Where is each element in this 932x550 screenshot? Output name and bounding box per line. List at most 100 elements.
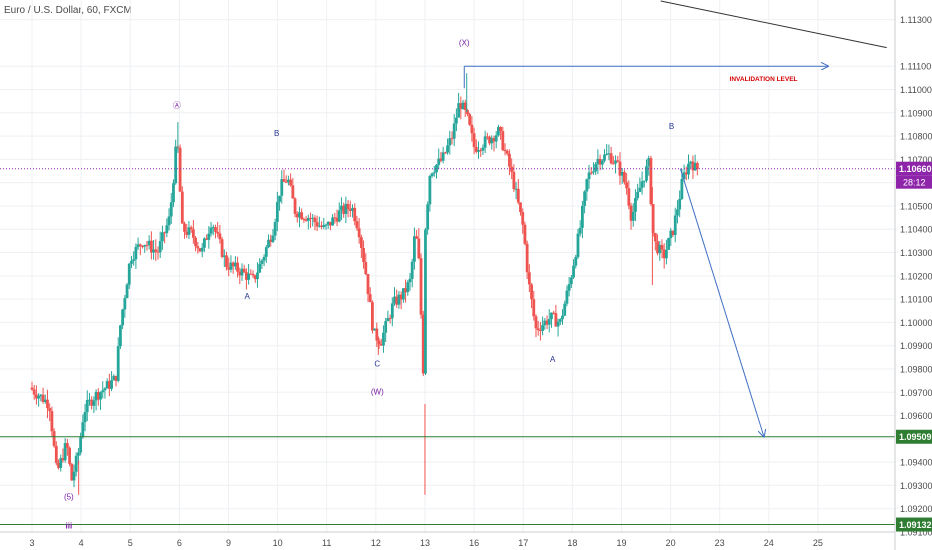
candle-body [362, 247, 365, 263]
candle-body [57, 462, 60, 468]
candle-body [488, 136, 491, 144]
candle-body [216, 231, 220, 234]
candle-body [497, 127, 500, 136]
candle-body [154, 249, 158, 252]
wave-label: Ⓐ [173, 101, 181, 110]
candle-body [558, 319, 562, 322]
candle-body [136, 244, 140, 247]
y-tick-label: 1.09800 [900, 364, 932, 374]
x-tick-label: 20 [666, 538, 676, 548]
candle-body [267, 239, 270, 248]
candle-body [311, 217, 315, 219]
y-tick-label: 1.11000 [900, 85, 932, 95]
candle-body [530, 284, 533, 300]
candle-body [521, 212, 525, 225]
x-tick-label: 13 [420, 538, 430, 548]
y-tick-label: 1.10100 [900, 295, 932, 305]
candle-body [351, 207, 354, 211]
candle-body [357, 228, 361, 238]
candle-body [222, 255, 226, 257]
candle-body [359, 237, 363, 248]
candle-body [532, 299, 536, 317]
y-tick-label: 1.09900 [900, 341, 932, 351]
candle-body [450, 138, 454, 140]
candle-body [287, 179, 290, 183]
candle-body [180, 191, 184, 224]
candle-body [68, 447, 71, 464]
candle-body [256, 272, 259, 280]
x-tick-label: 16 [469, 538, 479, 548]
candle-body [189, 227, 193, 230]
candle-body [397, 294, 401, 305]
wave-label: B [669, 122, 674, 131]
support-1-tag [896, 429, 932, 444]
candle-body [112, 375, 116, 381]
candle-body [446, 145, 449, 153]
candle-body [682, 172, 686, 180]
candle-body [298, 212, 301, 218]
candle-body [382, 332, 385, 346]
candle-body [238, 271, 242, 276]
candle-body [455, 117, 458, 124]
candle-body [689, 161, 693, 164]
candle-body [576, 233, 580, 258]
candle-body [335, 217, 339, 222]
candle-body [320, 225, 323, 227]
candle-body [355, 221, 359, 229]
candle-body [138, 244, 142, 246]
candle-body [282, 179, 286, 182]
candle-body [669, 230, 673, 239]
candle-body [145, 244, 149, 246]
wave-label: (5) [64, 492, 74, 501]
candle-body [183, 223, 186, 232]
candle-body [253, 275, 257, 280]
candle-body [432, 172, 436, 174]
candle-body [134, 246, 138, 260]
candle-body [448, 138, 452, 146]
candle-body [477, 150, 480, 152]
support-1-tag-label: 1.09509 [899, 432, 932, 442]
candle-body [485, 136, 489, 138]
candle-body [37, 396, 41, 399]
candle-body [143, 244, 147, 247]
candle-body [304, 219, 308, 221]
candle-body [114, 375, 118, 381]
candle-body [85, 400, 89, 413]
candle-body [503, 149, 507, 151]
candle-body [340, 205, 343, 211]
candle-body [74, 455, 78, 472]
candle-body [101, 390, 105, 393]
x-tick-label: 9 [226, 538, 231, 548]
candle-body [410, 261, 414, 279]
candle-body [457, 103, 461, 118]
candle-body [543, 320, 547, 326]
candle-body [229, 262, 233, 270]
candle-body [673, 215, 677, 236]
candle-body [592, 171, 595, 173]
candle-body [413, 236, 416, 262]
candle-body [466, 109, 469, 115]
candle-body [322, 225, 326, 227]
candle-body [43, 399, 47, 403]
candle-body [589, 172, 593, 174]
candle-body [572, 265, 575, 278]
candle-body [523, 224, 527, 244]
candle-body [399, 294, 403, 300]
x-tick-label: 4 [79, 538, 84, 548]
candle-body [578, 227, 582, 234]
candle-body [550, 312, 553, 320]
candle-body [264, 247, 268, 257]
candle-body [77, 452, 80, 456]
candle-body [293, 198, 297, 214]
candle-body [158, 241, 162, 253]
candle-body [346, 203, 350, 210]
candle-body [443, 152, 447, 154]
candle-body [194, 237, 197, 247]
drawings [0, 0, 895, 526]
candle-body [178, 147, 182, 192]
candle-body [130, 260, 133, 264]
candle-body [313, 217, 317, 223]
wave-label: B [274, 129, 279, 138]
